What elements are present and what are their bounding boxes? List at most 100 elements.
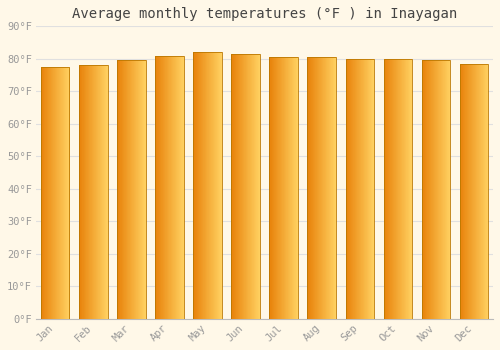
Bar <box>293 57 294 318</box>
Bar <box>161 56 162 318</box>
Bar <box>142 61 143 319</box>
Bar <box>121 61 122 319</box>
Bar <box>286 57 287 318</box>
Bar <box>478 64 479 318</box>
Bar <box>181 56 182 318</box>
Bar <box>79 65 80 318</box>
Bar <box>193 52 194 318</box>
Bar <box>460 64 488 318</box>
Bar <box>439 61 440 319</box>
Bar <box>166 56 167 318</box>
Bar <box>430 61 431 319</box>
Bar <box>180 56 181 318</box>
Bar <box>311 57 312 318</box>
Bar <box>291 57 292 318</box>
Bar <box>429 61 430 319</box>
Bar <box>83 65 84 318</box>
Bar <box>433 61 434 319</box>
Bar <box>220 52 221 318</box>
Bar <box>94 65 95 318</box>
Bar <box>93 65 94 318</box>
Bar <box>440 61 441 319</box>
Bar <box>346 59 348 318</box>
Bar <box>372 59 373 318</box>
Bar <box>198 52 199 318</box>
Bar <box>335 57 336 318</box>
Bar <box>87 65 88 318</box>
Bar <box>425 61 426 319</box>
Bar <box>126 61 127 319</box>
Bar <box>349 59 350 318</box>
Bar <box>444 61 445 319</box>
Bar <box>476 64 477 318</box>
Bar <box>54 67 55 318</box>
Bar <box>172 56 173 318</box>
Bar <box>206 52 207 318</box>
Bar <box>254 54 255 318</box>
Bar <box>461 64 462 318</box>
Bar <box>438 61 439 319</box>
Bar <box>356 59 357 318</box>
Bar <box>207 52 208 318</box>
Bar <box>168 56 169 318</box>
Bar <box>101 65 102 318</box>
Bar <box>391 59 392 318</box>
Bar <box>280 57 281 318</box>
Bar <box>144 61 145 319</box>
Bar <box>350 59 352 318</box>
Bar <box>400 59 401 318</box>
Bar <box>182 56 183 318</box>
Bar <box>236 54 237 318</box>
Bar <box>97 65 98 318</box>
Bar <box>404 59 406 318</box>
Bar <box>486 64 487 318</box>
Bar <box>284 57 285 318</box>
Bar <box>435 61 436 319</box>
Bar <box>210 52 211 318</box>
Bar <box>201 52 202 318</box>
Bar <box>471 64 472 318</box>
Bar <box>254 54 256 318</box>
Bar <box>392 59 393 318</box>
Bar <box>331 57 332 318</box>
Bar <box>215 52 216 318</box>
Bar <box>411 59 412 318</box>
Bar <box>408 59 410 318</box>
Bar <box>43 67 44 318</box>
Bar <box>80 65 82 318</box>
Bar <box>462 64 463 318</box>
Bar <box>142 61 144 319</box>
Bar <box>197 52 198 318</box>
Bar <box>79 65 108 318</box>
Bar <box>211 52 212 318</box>
Bar <box>134 61 136 319</box>
Bar <box>241 54 242 318</box>
Bar <box>64 67 65 318</box>
Bar <box>384 59 412 318</box>
Bar <box>410 59 411 318</box>
Bar <box>270 57 298 318</box>
Bar <box>47 67 48 318</box>
Bar <box>209 52 210 318</box>
Bar <box>365 59 366 318</box>
Bar <box>424 61 425 319</box>
Bar <box>202 52 203 318</box>
Bar <box>436 61 437 319</box>
Bar <box>469 64 470 318</box>
Bar <box>145 61 146 319</box>
Bar <box>357 59 358 318</box>
Bar <box>95 65 96 318</box>
Bar <box>204 52 206 318</box>
Bar <box>482 64 483 318</box>
Bar <box>399 59 400 318</box>
Bar <box>214 52 215 318</box>
Bar <box>158 56 159 318</box>
Bar <box>431 61 432 319</box>
Bar <box>447 61 448 319</box>
Bar <box>155 56 156 318</box>
Bar <box>273 57 274 318</box>
Bar <box>221 52 222 318</box>
Bar <box>308 57 336 318</box>
Bar <box>174 56 175 318</box>
Bar <box>196 52 198 318</box>
